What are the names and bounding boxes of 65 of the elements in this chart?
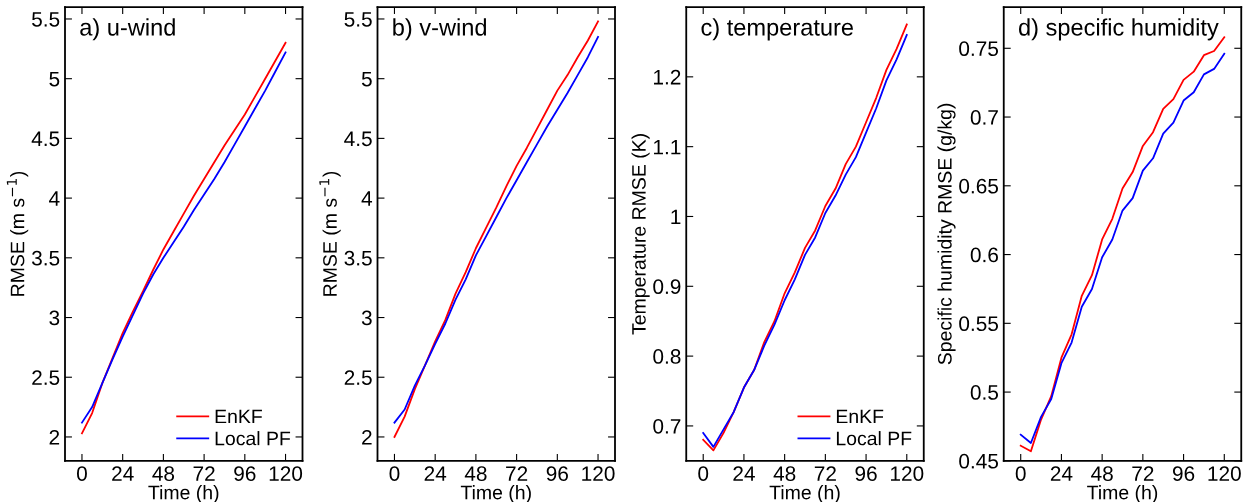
x-tick-label: 96 [1172,466,1195,481]
y-tick-label: 0.5 [970,385,999,400]
x-tick-label: 72 [814,466,836,481]
x-tick-label: 48 [464,466,487,481]
x-tick-label: 120 [891,466,924,481]
y-tick-label: 2 [49,429,60,445]
legend-label: Local PF [836,431,912,446]
y-tick-label: 5.5 [344,12,372,27]
x-tick-label: 96 [855,466,877,481]
y-tick-label: 3.5 [344,250,372,266]
y-tick-label: 0.8 [653,349,681,364]
y-tick-label: 3.5 [31,250,60,266]
y-tick-label: 0.7 [653,418,681,434]
y-tick-label: 4.5 [31,131,60,147]
y-tick-label: 0.9 [653,279,681,295]
x-tick-label: 96 [546,466,568,481]
x-tick-label: 24 [733,466,755,481]
y-tick-label: 2.5 [344,370,372,385]
chart-title: a) u-wind [80,18,175,41]
x-tick-label: 48 [152,466,175,481]
x-tick-label: 120 [582,466,615,481]
x-tick-label: 0 [389,466,400,481]
y-axis-title: Specific humidity RMSE (g/kg) [937,103,956,365]
y-tick-label: 4 [49,191,60,206]
y-tick-label: 2 [362,429,372,445]
y-tick-label: 1.1 [654,139,681,155]
y-axis-title: RMSE (m s$^{−1}$) [319,171,341,296]
legend-label: Local PF [215,431,291,446]
x-tick-label: 72 [506,466,528,481]
y-tick-label: 2.5 [32,370,60,385]
x-tick-label: 48 [1091,466,1113,481]
y-tick-label: 0.7 [970,110,998,125]
legend-label: EnKF [215,409,262,424]
y-tick-label: 1 [671,209,681,225]
y-tick-label: 0.45 [959,453,999,469]
chart-title: b) v-wind [393,18,487,41]
y-tick-label: 5 [49,71,60,87]
x-tick-label: 0 [1015,466,1026,481]
y-tick-label: 3 [49,310,60,326]
y-axis-title: RMSE (m s$^{−1}$) [6,171,29,296]
y-tick-label: 5.5 [32,12,60,27]
x-tick-label: 48 [773,466,796,481]
y-tick-label: 0.65 [959,178,999,194]
y-axis-title: Temperature RMSE (K) [631,134,650,335]
x-tick-label: 120 [269,466,303,481]
chart-title: c) temperature [701,18,853,41]
x-tick-label: 120 [1208,466,1241,481]
chart-title: d) specific humidity [1018,18,1219,41]
x-tick-label: 0 [698,466,709,481]
x-tick-label: 72 [1132,466,1154,481]
y-tick-label: 4 [361,191,373,206]
x-tick-label: 96 [234,466,256,481]
x-tick-label: 24 [1050,466,1073,481]
legend-label: EnKF [836,409,884,424]
x-tick-label: 24 [112,466,134,481]
y-tick-label: 0.75 [959,41,999,57]
x-tick-label: 24 [424,466,447,481]
y-tick-label: 0.55 [959,316,999,332]
y-tick-label: 3 [361,310,372,326]
y-tick-label: 1.2 [654,69,681,85]
y-tick-label: 5 [361,71,372,87]
x-tick-label: 0 [76,466,87,481]
y-tick-label: 4.5 [344,131,372,147]
x-tick-label: 72 [193,466,215,481]
y-tick-label: 0.6 [970,247,998,263]
